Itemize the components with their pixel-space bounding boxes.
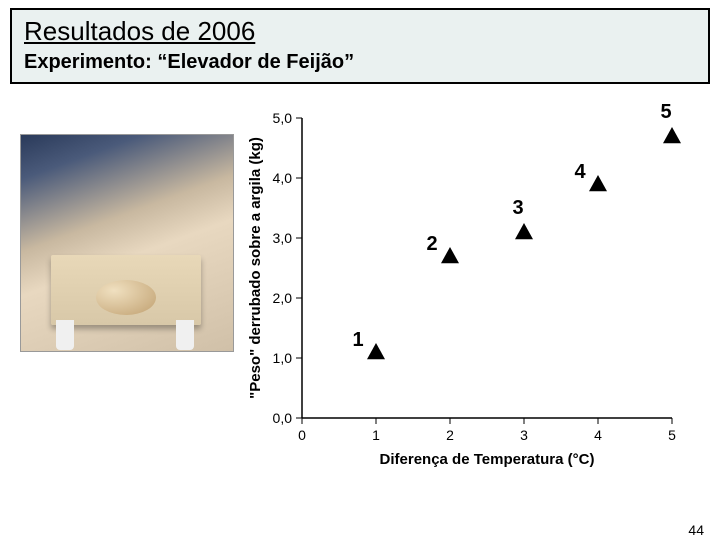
header-box: Resultados de 2006 Experimento: “Elevado… xyxy=(10,8,710,84)
svg-text:4: 4 xyxy=(594,427,602,443)
svg-text:3: 3 xyxy=(512,197,523,219)
svg-text:Diferença de Temperatura (°C): Diferença de Temperatura (°C) xyxy=(380,451,595,468)
svg-text:5,0: 5,0 xyxy=(273,110,293,126)
scatter-chart: 0 1 2 3 4 5 0,0 1,0 2,0 3,0 4,0 5,0 Diferença de Tem… xyxy=(242,104,702,484)
svg-text:3: 3 xyxy=(520,427,528,443)
svg-text:2,0: 2,0 xyxy=(273,290,293,306)
svg-text:5: 5 xyxy=(660,104,671,123)
svg-text:4: 4 xyxy=(574,161,586,183)
svg-text:1,0: 1,0 xyxy=(273,350,293,366)
photo-cylinder-shape xyxy=(96,280,156,315)
svg-text:3,0: 3,0 xyxy=(273,230,293,246)
svg-text:4,0: 4,0 xyxy=(273,170,293,186)
svg-text:5: 5 xyxy=(668,427,676,443)
svg-text:0: 0 xyxy=(298,427,306,443)
page-title: Resultados de 2006 xyxy=(24,16,696,47)
svg-text:0,0: 0,0 xyxy=(273,410,293,426)
chart-svg: 0 1 2 3 4 5 0,0 1,0 2,0 3,0 4,0 5,0 Diferença de Tem… xyxy=(242,104,702,484)
svg-text:1: 1 xyxy=(372,427,380,443)
svg-text:2: 2 xyxy=(446,427,454,443)
experiment-photo xyxy=(20,134,234,352)
svg-text:"Peso" derrubado sobre a argil: "Peso" derrubado sobre a argila (kg) xyxy=(247,137,264,399)
page-subtitle: Experimento: “Elevador de Feijão” xyxy=(24,51,696,74)
slide-number: 44 xyxy=(688,522,704,538)
svg-text:2: 2 xyxy=(426,233,437,255)
svg-text:1: 1 xyxy=(352,329,363,351)
content-area: 0 1 2 3 4 5 0,0 1,0 2,0 3,0 4,0 5,0 Diferença de Tem… xyxy=(0,104,720,504)
